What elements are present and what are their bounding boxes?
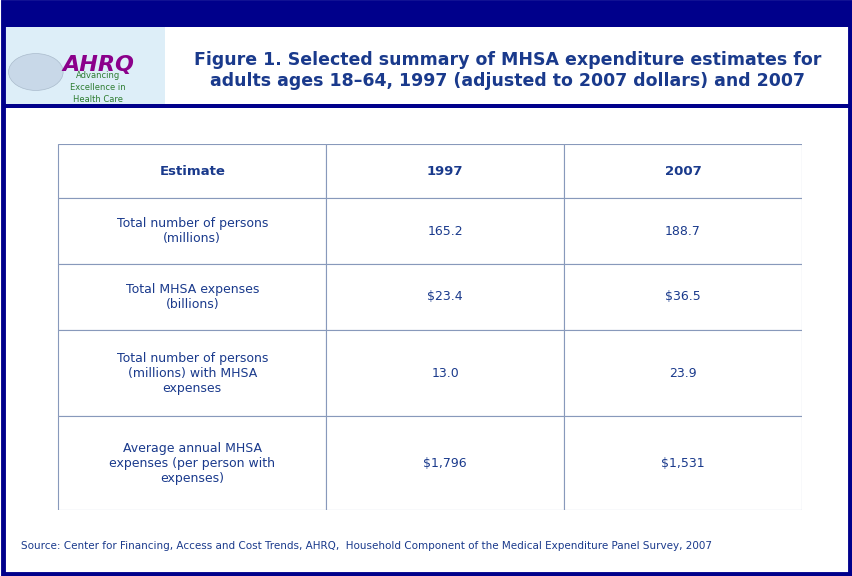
Bar: [563, 198, 801, 264]
Text: adults ages 18–64, 1997 (adjusted to 2007 dollars) and 2007: adults ages 18–64, 1997 (adjusted to 200…: [210, 72, 804, 90]
Bar: [563, 144, 801, 198]
Bar: [325, 144, 563, 198]
Text: Figure 1. Selected summary of MHSA expenditure estimates for: Figure 1. Selected summary of MHSA expen…: [193, 51, 820, 69]
Bar: [563, 264, 801, 330]
Text: $23.4: $23.4: [427, 290, 463, 304]
Bar: [563, 330, 801, 416]
Text: $36.5: $36.5: [665, 290, 700, 304]
Bar: [325, 330, 563, 416]
Text: Advancing
Excellence in
Health Care: Advancing Excellence in Health Care: [70, 71, 126, 104]
Text: $1,531: $1,531: [660, 457, 704, 469]
Text: 165.2: 165.2: [427, 225, 463, 238]
Text: $1,796: $1,796: [423, 457, 466, 469]
Bar: [58, 416, 325, 510]
Text: Total number of persons
(millions) with MHSA
expenses: Total number of persons (millions) with …: [117, 351, 268, 395]
Bar: [58, 198, 325, 264]
Text: Source: Center for Financing, Access and Cost Trends, AHRQ,  Household Component: Source: Center for Financing, Access and…: [21, 541, 711, 551]
Text: 188.7: 188.7: [665, 225, 700, 238]
Text: 13.0: 13.0: [431, 366, 458, 380]
Bar: [563, 416, 801, 510]
Text: 1997: 1997: [426, 165, 463, 177]
Text: Total MHSA expenses
(billions): Total MHSA expenses (billions): [125, 283, 259, 311]
Text: Average annual MHSA
expenses (per person with
expenses): Average annual MHSA expenses (per person…: [109, 442, 275, 484]
Bar: [325, 264, 563, 330]
Text: AHRQ: AHRQ: [62, 55, 134, 75]
Text: 2007: 2007: [664, 165, 700, 177]
Text: Estimate: Estimate: [159, 165, 225, 177]
Text: 23.9: 23.9: [668, 366, 696, 380]
Bar: [58, 330, 325, 416]
Text: Total number of persons
(millions): Total number of persons (millions): [117, 217, 268, 245]
Bar: [58, 144, 325, 198]
Bar: [325, 416, 563, 510]
Bar: [58, 264, 325, 330]
Bar: [325, 198, 563, 264]
